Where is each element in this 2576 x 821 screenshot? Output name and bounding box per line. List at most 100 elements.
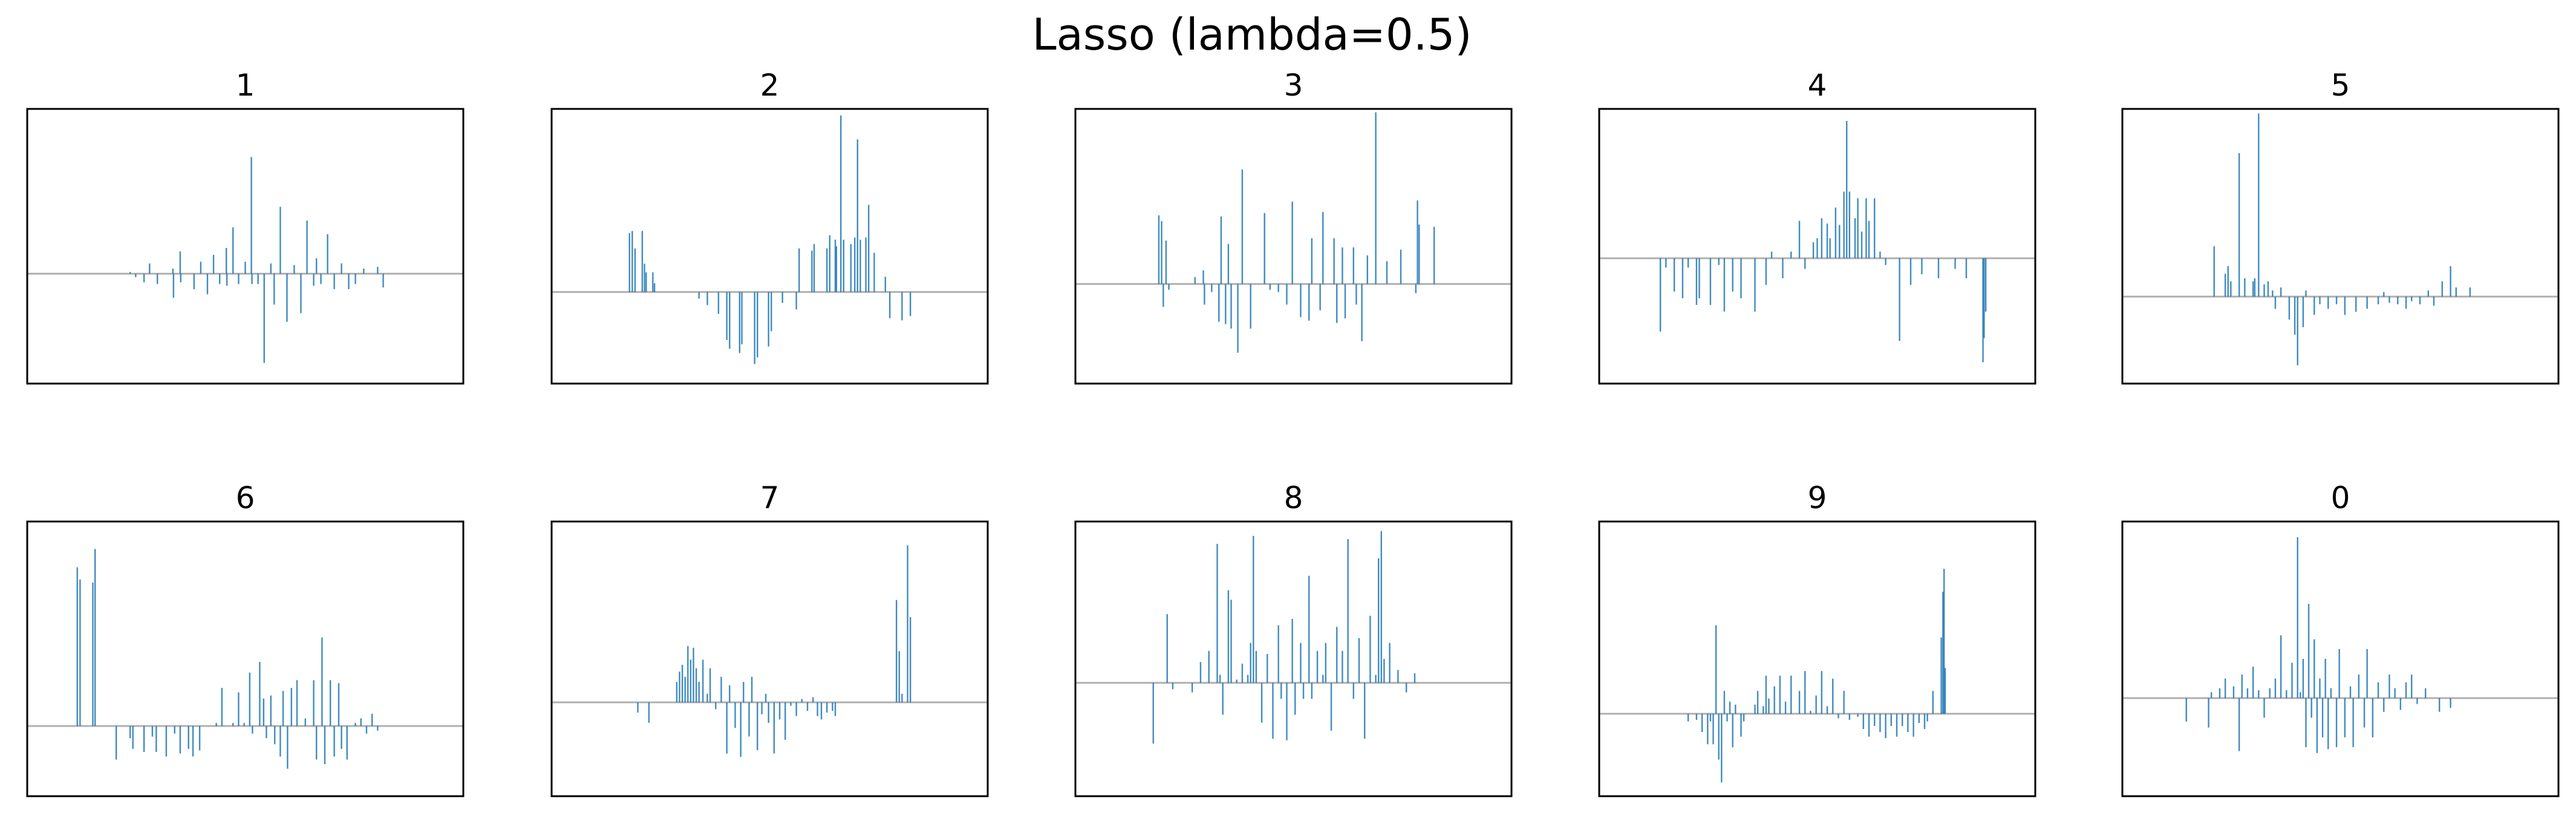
coefficient-bar	[1857, 713, 1859, 717]
coefficient-bar	[2288, 296, 2291, 320]
coefficient-bar	[1865, 198, 1867, 258]
subplot-frame	[1598, 520, 2036, 797]
coefficient-bar	[198, 725, 201, 751]
coefficient-bar	[873, 252, 875, 292]
coefficient-bar	[1291, 201, 1293, 284]
coefficient-bar	[1225, 284, 1227, 324]
coefficient-bar	[172, 273, 175, 298]
coefficient-bar	[1165, 240, 1167, 284]
coefficient-bar	[741, 292, 743, 345]
coefficient-bar	[1208, 650, 1210, 683]
coefficient-bar	[2383, 292, 2385, 297]
coefficient-bar	[1364, 682, 1366, 739]
coefficient-bar	[2405, 296, 2407, 309]
coefficient-bar	[1681, 258, 1684, 298]
coefficient-bar	[1723, 690, 1726, 714]
coefficient-bar	[2244, 278, 2246, 297]
coefficient-bar	[238, 273, 240, 284]
coefficient-bar	[773, 702, 775, 754]
coefficient-bar	[2254, 278, 2256, 297]
coefficient-bar	[251, 273, 253, 284]
coefficient-bar	[1965, 258, 1968, 278]
coefficient-bar	[768, 292, 769, 347]
coefficient-bar	[2258, 690, 2260, 698]
coefficient-bar	[360, 718, 362, 726]
coefficient-bar	[2224, 678, 2226, 698]
coefficient-bar	[709, 668, 711, 702]
coefficient-bar	[1909, 258, 1912, 285]
coefficient-bar	[1294, 682, 1296, 715]
coefficient-bar	[1826, 706, 1828, 714]
coefficient-bar	[1352, 682, 1355, 699]
coefficient-bar	[1798, 690, 1801, 714]
coefficient-bar	[2238, 698, 2240, 751]
coefficient-bar	[1701, 713, 1703, 733]
coefficient-bar	[834, 702, 836, 716]
coefficient-bar	[2319, 678, 2321, 698]
coefficient-bar	[2302, 296, 2304, 327]
coefficient-bar	[1954, 258, 1956, 269]
coefficient-bar	[238, 692, 240, 726]
coefficient-bar	[1816, 238, 1818, 258]
coefficient-bar	[155, 725, 157, 752]
coefficient-bar	[1308, 575, 1310, 683]
coefficient-bar	[2230, 281, 2232, 297]
coefficient-bar	[179, 725, 181, 754]
coefficient-bar	[1918, 713, 1920, 723]
subplot-1: 1	[26, 68, 465, 385]
coefficient-bar	[1798, 221, 1801, 258]
coefficient-bar	[2208, 698, 2209, 728]
coefficient-bar	[1718, 713, 1720, 760]
coefficient-bar	[757, 292, 758, 358]
coefficient-bar	[2252, 281, 2254, 297]
coefficient-bar	[1220, 216, 1222, 284]
coefficient-bar	[729, 292, 731, 349]
coefficient-bar	[1277, 625, 1279, 683]
coefficient-bar	[898, 651, 900, 702]
coefficient-bar	[832, 702, 833, 711]
coefficient-bar	[2316, 698, 2318, 753]
coefficient-bar	[1386, 261, 1388, 284]
coefficient-bar	[1342, 247, 1343, 284]
coefficient-bar	[1839, 224, 1841, 258]
coefficient-bar	[1172, 682, 1174, 690]
coefficient-bar	[637, 702, 639, 713]
coefficient-bar	[1732, 258, 1733, 292]
coefficient-bar	[1837, 713, 1839, 719]
subplot-9: 9	[1598, 480, 2036, 797]
coefficient-bar	[859, 240, 861, 292]
coefficient-bar	[2394, 688, 2396, 698]
coefficient-bar	[1152, 682, 1154, 744]
coefficient-bar	[1316, 650, 1319, 683]
coefficient-bar	[644, 263, 645, 292]
subplot-frame	[26, 108, 465, 385]
coefficient-bar	[172, 268, 174, 274]
coefficient-bar	[1754, 258, 1756, 312]
coefficient-bar	[249, 672, 251, 726]
coefficient-bar	[187, 725, 189, 749]
coefficient-bar	[681, 664, 683, 702]
coefficient-bar	[290, 687, 293, 726]
coefficient-bar	[1361, 284, 1363, 342]
subplot-8: 8	[1074, 480, 1513, 797]
coefficient-bar	[2377, 682, 2379, 698]
coefficient-bar	[720, 676, 722, 702]
coefficient-bar	[371, 713, 373, 726]
coefficient-bar	[274, 725, 276, 745]
coefficient-bar	[1330, 682, 1332, 731]
coefficient-bar	[751, 676, 753, 702]
subplot-frame	[2121, 520, 2560, 797]
coefficient-bar	[2366, 296, 2368, 309]
coefficient-bar	[2399, 698, 2402, 710]
coefficient-bar	[263, 273, 265, 363]
coefficient-bar	[2425, 688, 2427, 698]
coefficient-bar	[1743, 713, 1745, 722]
coefficient-bar	[1687, 713, 1689, 722]
coefficient-bar	[1397, 670, 1399, 683]
coefficient-bar	[354, 722, 356, 726]
coefficient-bar	[1940, 637, 1942, 714]
coefficient-bar	[1709, 713, 1712, 722]
coefficient-bar	[156, 273, 158, 284]
coefficient-bar	[1211, 284, 1213, 292]
